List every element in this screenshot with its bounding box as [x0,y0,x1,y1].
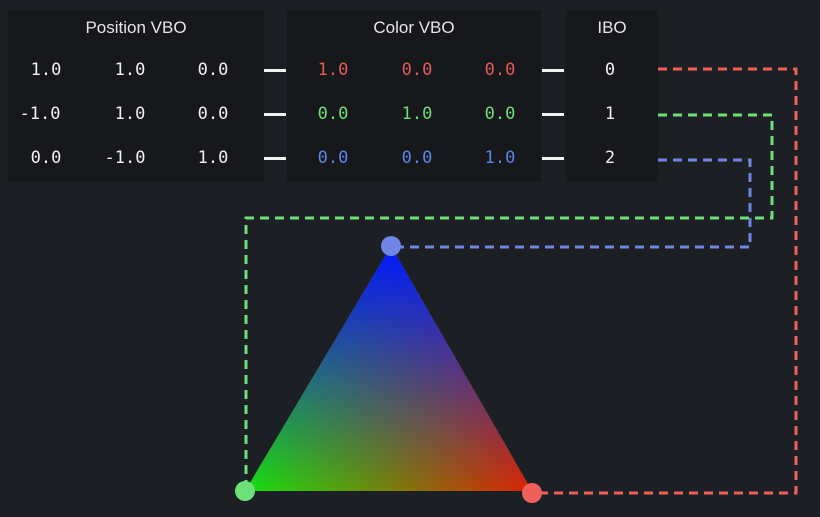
row-connector [542,157,564,160]
color-vbo-panel [287,10,541,182]
ibo-cell: 0 [604,60,616,80]
position-vbo-header: Position VBO [85,18,187,37]
row-connector [264,113,286,116]
color-cell-green: 0.0 [317,104,349,124]
ibo-header: IBO [597,18,627,37]
position-cell: 1.0 [30,60,62,80]
color-vbo-header: Color VBO [373,18,455,37]
vertex-bottom-left-green [235,481,255,501]
color-cell-green: 1.0 [401,104,433,124]
index-2-link [400,158,752,249]
position-cell: 1.0 [114,60,146,80]
color-cell-blue: 0.0 [401,148,433,168]
position-cell: -1.0 [19,104,61,124]
position-cell: 1.0 [114,104,146,124]
ibo-panel [566,10,658,182]
color-cell-blue: 0.0 [317,148,349,168]
color-cell-red: 0.0 [401,60,433,80]
position-cell: 0.0 [30,148,62,168]
vertex-triangle-blue-blend [245,246,532,491]
row-connector [264,157,286,160]
ibo-cell: 2 [604,148,616,168]
ibo-cell: 1 [604,104,616,124]
position-vbo-panel [8,10,264,182]
vertex-bottom-right-red [522,483,542,503]
color-cell-blue: 1.0 [484,148,516,168]
position-cell: 1.0 [197,148,229,168]
color-cell-red: 0.0 [484,60,516,80]
row-connector [542,69,564,72]
row-connector [264,69,286,72]
color-cell-green: 0.0 [484,104,516,124]
position-cell: 0.0 [197,60,229,80]
color-cell-red: 1.0 [317,60,349,80]
position-cell: 0.0 [197,104,229,124]
index-1-link [244,113,774,484]
position-cell: -1.0 [104,148,146,168]
index-0-link [540,67,798,495]
row-connector [542,113,564,116]
vertex-top-blue [381,236,401,256]
